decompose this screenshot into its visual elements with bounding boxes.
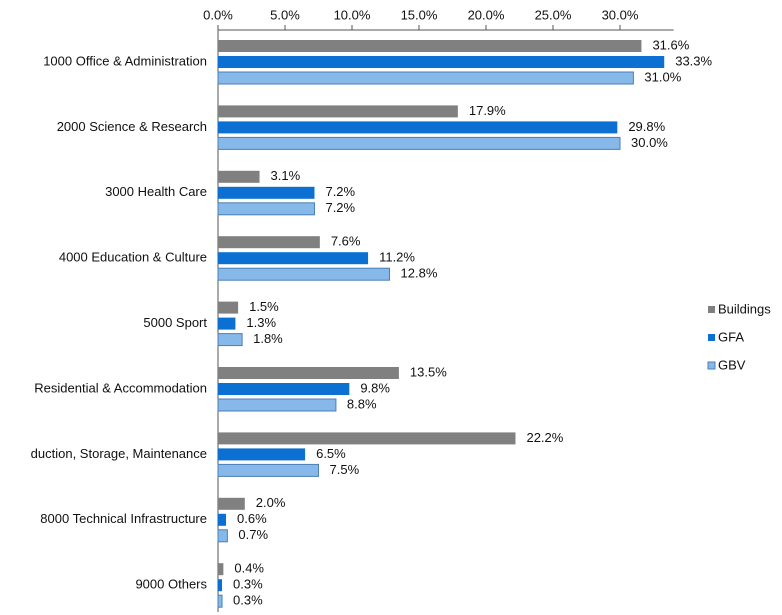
bar: [218, 432, 516, 445]
value-label: 29.8%: [628, 119, 665, 134]
bar: [217, 333, 243, 347]
value-label: 7.5%: [330, 462, 360, 477]
value-label: 8.8%: [347, 396, 377, 411]
value-label: 33.3%: [675, 53, 712, 68]
bar: [217, 529, 228, 543]
value-label: 3.1%: [271, 168, 301, 183]
bar: [217, 202, 315, 216]
value-label: 7.2%: [325, 184, 355, 199]
legend-label: GFA: [718, 329, 744, 344]
bar: [218, 513, 227, 526]
y-tick-label: duction, Storage, Maintenance: [31, 446, 207, 461]
value-label: 1.8%: [253, 331, 283, 346]
bar: [218, 448, 306, 461]
x-tick-label: 0.0%: [203, 7, 233, 22]
value-label: 1.5%: [249, 299, 279, 314]
value-label: 13.5%: [410, 364, 447, 379]
y-tick-label: 2000 Science & Research: [57, 119, 207, 134]
bar: [218, 301, 239, 314]
x-tick-label: 20.0%: [468, 7, 505, 22]
bar: [218, 367, 399, 379]
value-label: 2.0%: [256, 495, 286, 510]
value-label: 22.2%: [526, 430, 563, 445]
y-tick-label: 8000 Technical Infrastructure: [40, 511, 207, 526]
value-label: 31.0%: [644, 69, 681, 84]
legend-label: GBV: [718, 357, 746, 372]
bar: [218, 252, 369, 265]
value-label: 0.6%: [237, 511, 267, 526]
value-label: 0.3%: [233, 577, 263, 592]
legend-label: Buildings: [718, 301, 771, 316]
x-tick-label: 30.0%: [602, 7, 639, 22]
value-label: 0.7%: [238, 527, 268, 542]
legend-swatch: [708, 306, 715, 313]
bar: [217, 463, 319, 477]
value-label: 7.6%: [331, 234, 361, 249]
bar: [218, 383, 350, 395]
bar: [218, 579, 223, 592]
value-label: 0.3%: [233, 593, 263, 608]
y-tick-label: 1000 Office & Administration: [43, 53, 207, 68]
value-label: 7.2%: [325, 200, 355, 215]
bar: [217, 594, 223, 608]
legend-swatch: [708, 334, 715, 341]
y-tick-label: Residential & Accommodation: [34, 380, 207, 395]
x-tick-label: 10.0%: [334, 7, 371, 22]
value-label: 1.3%: [246, 315, 276, 330]
y-tick-label: 4000 Education & Culture: [59, 250, 207, 265]
y-tick-label: 3000 Health Care: [105, 184, 207, 199]
y-tick-label: 5000 Sport: [143, 315, 207, 330]
value-label: 6.5%: [316, 446, 346, 461]
x-tick-label: 5.0%: [270, 7, 300, 22]
x-tick-label: 25.0%: [535, 7, 572, 22]
bar: [218, 40, 642, 52]
x-tick-label: 15.0%: [401, 7, 438, 22]
bar: [217, 267, 391, 281]
legend-swatch: [707, 361, 716, 370]
bar: [217, 398, 337, 412]
bar: [218, 317, 236, 330]
value-label: 0.4%: [234, 561, 264, 576]
bar: [218, 563, 224, 576]
bar: [217, 71, 634, 85]
bar: [218, 56, 665, 68]
bar: [218, 170, 260, 183]
bar: [218, 497, 245, 510]
value-label: 12.8%: [401, 266, 438, 281]
value-label: 31.6%: [652, 37, 689, 52]
bar: [218, 186, 315, 199]
value-label: 11.2%: [379, 250, 415, 265]
bar: [218, 236, 320, 249]
bar: [218, 105, 458, 118]
value-label: 30.0%: [631, 135, 668, 150]
value-label: 17.9%: [469, 103, 506, 118]
bar: [217, 136, 621, 150]
bar: [218, 121, 618, 134]
value-label: 9.8%: [360, 380, 390, 395]
y-tick-label: 9000 Others: [135, 577, 207, 592]
